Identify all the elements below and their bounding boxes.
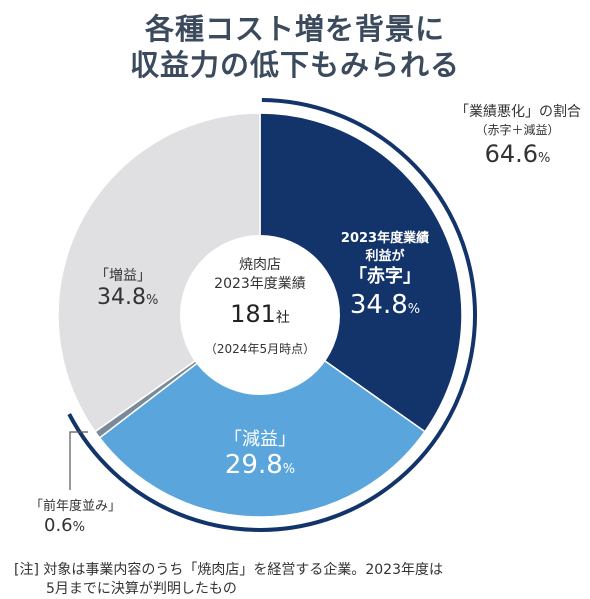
- flat-leader-line: [69, 431, 88, 490]
- center-date: （2024年5月時点）: [204, 342, 316, 356]
- center-subtitle: 2023年度業績: [214, 276, 306, 292]
- genneki-label-name: 「減益」: [224, 429, 296, 450]
- heinen-label-name: 「前年度並み」: [30, 499, 122, 514]
- genneki-value: 29.8%: [224, 450, 296, 480]
- footnote-line1: [注] 対象は事業内容のうち「焼肉店」を経営する企業。2023年度は: [14, 562, 444, 578]
- donut-hole: [180, 235, 340, 395]
- akaji-value: 34.8%: [349, 290, 421, 320]
- zoueki-label-name: 「増益」: [95, 268, 151, 284]
- zoueki-value: 34.8%: [97, 285, 159, 310]
- slice-genneki: [98, 314, 426, 518]
- heinen-value: 0.6%: [44, 515, 85, 536]
- worsening-value: 64.6%: [484, 140, 551, 168]
- center-title: 焼肉店: [239, 257, 281, 273]
- worsening-bracket-arc: [67, 98, 477, 532]
- chart-title-line2: 収益力の低下もみられる: [129, 48, 460, 82]
- chart-title-line1: 各種コスト増を背景に: [144, 12, 445, 46]
- center-count: 181社: [230, 300, 290, 328]
- slice-zoueki: [57, 112, 261, 433]
- worsening-subtitle: （赤字＋減益）: [475, 123, 560, 137]
- akaji-label-line2: 利益が: [365, 249, 405, 264]
- akaji-label-line1: 2023年度業績: [340, 231, 430, 246]
- footnote-line2: 5月までに決算が判明したもの: [46, 581, 237, 597]
- worsening-title: 「業績悪化」の割合: [455, 104, 581, 120]
- akaji-label-name: 「赤字」: [349, 266, 421, 287]
- slice-akaji: [259, 112, 463, 433]
